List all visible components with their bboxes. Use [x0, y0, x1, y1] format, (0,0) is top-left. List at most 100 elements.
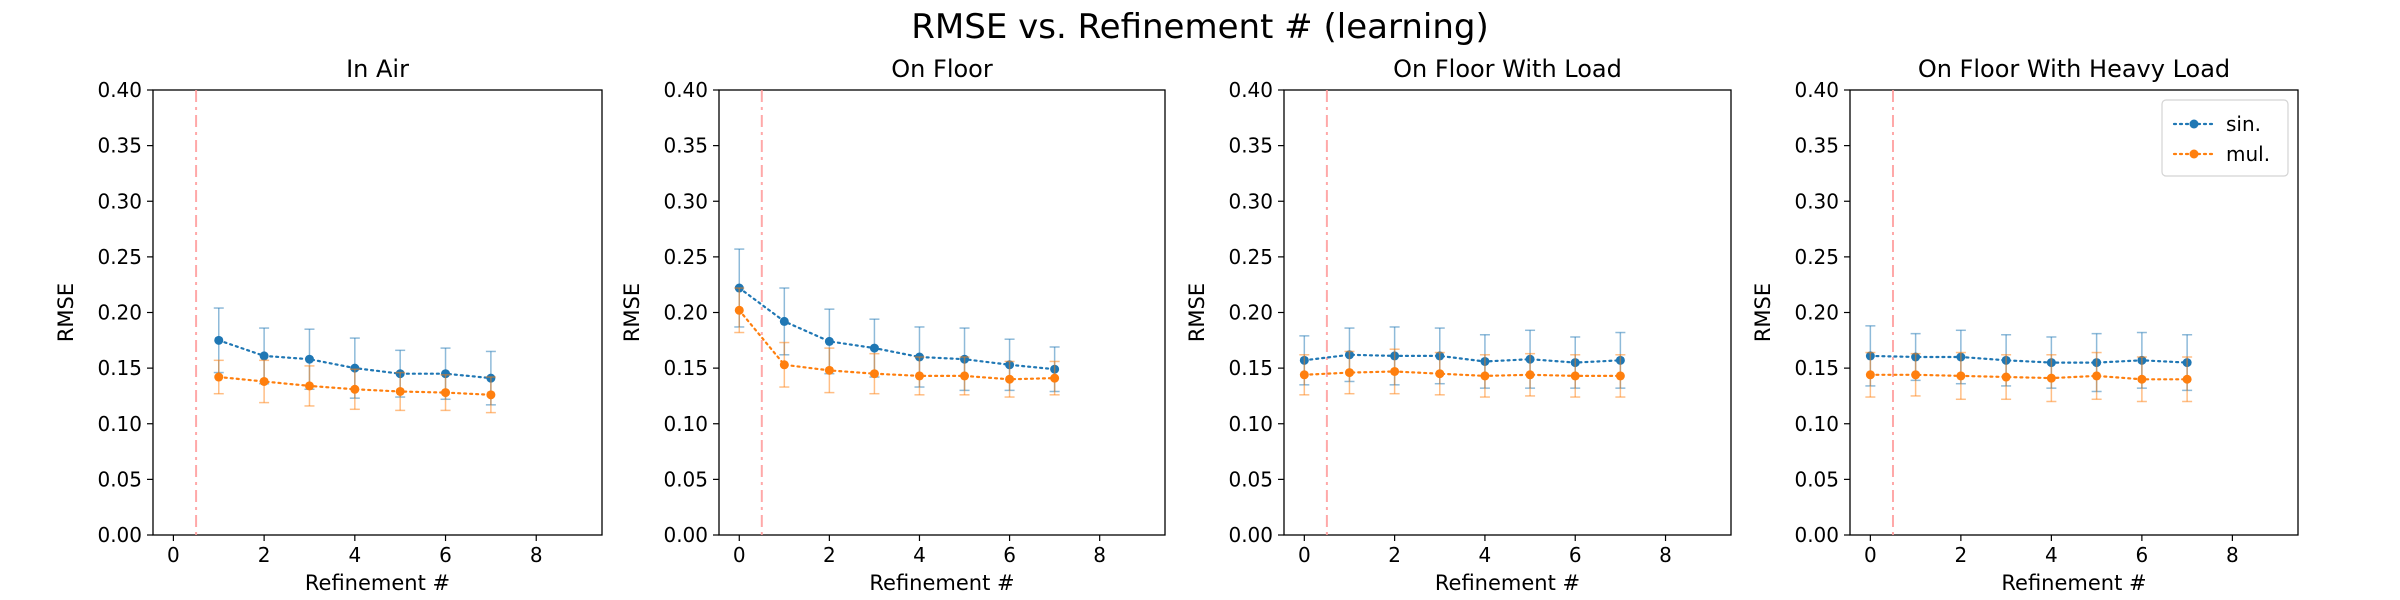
- y-tick-label: 0.00: [97, 523, 142, 547]
- data-point-sin: [779, 316, 789, 326]
- data-point-mul: [914, 371, 924, 381]
- y-tick-label: 0.35: [1228, 134, 1273, 158]
- x-tick-label: 4: [913, 543, 926, 567]
- data-point-mul: [1435, 369, 1445, 379]
- x-axis-label: Refinement #: [305, 571, 450, 595]
- data-point-mul: [1480, 371, 1490, 381]
- x-tick-label: 0: [1864, 543, 1877, 567]
- panel-title: On Floor With Load: [1393, 55, 1622, 83]
- y-tick-label: 0.35: [1794, 134, 1839, 158]
- data-point-mul: [1344, 368, 1354, 378]
- data-point-sin: [259, 351, 269, 361]
- y-tick-label: 0.05: [663, 467, 708, 491]
- data-point-mul: [214, 372, 224, 382]
- data-point-mul: [2182, 374, 2192, 384]
- x-tick-label: 6: [1003, 543, 1016, 567]
- x-tick-label: 8: [2226, 543, 2239, 567]
- y-tick-label: 0.25: [1794, 245, 1839, 269]
- y-tick-label: 0.05: [1228, 467, 1273, 491]
- data-point-mul: [441, 388, 451, 398]
- y-axis-label: RMSE: [620, 283, 644, 342]
- legend-label-mul: mul.: [2226, 142, 2270, 166]
- axes-frame: [718, 89, 1166, 536]
- y-tick-label: 0.00: [1228, 523, 1273, 547]
- y-axis-label: RMSE: [1185, 283, 1209, 342]
- y-tick-label: 0.25: [1228, 245, 1273, 269]
- x-tick-label: 6: [1569, 543, 1582, 567]
- x-tick-label: 8: [1093, 543, 1106, 567]
- x-tick-label: 8: [530, 543, 543, 567]
- x-axis-label: Refinement #: [2001, 571, 2146, 595]
- data-point-mul: [1865, 370, 1875, 380]
- axes-frame: [1283, 89, 1732, 536]
- y-tick-label: 0.20: [1794, 301, 1839, 325]
- y-tick-label: 0.10: [663, 412, 708, 436]
- x-tick-label: 2: [823, 543, 836, 567]
- y-tick-label: 0.35: [97, 134, 142, 158]
- x-tick-label: 0: [1298, 543, 1311, 567]
- y-tick-label: 0.30: [97, 189, 142, 213]
- y-tick-label: 0.10: [97, 412, 142, 436]
- data-point-mul: [2046, 373, 2056, 383]
- y-tick-label: 0.05: [1794, 467, 1839, 491]
- data-point-sin: [869, 343, 879, 353]
- series-line-mul: [1869, 373, 2189, 381]
- x-tick-label: 6: [439, 543, 452, 567]
- data-point-mul: [1570, 371, 1580, 381]
- y-tick-label: 0.20: [97, 301, 142, 325]
- y-tick-label: 0.40: [97, 78, 142, 102]
- data-point-sin: [350, 363, 360, 373]
- y-tick-label: 0.40: [663, 78, 708, 102]
- series-line-mul: [738, 309, 1056, 381]
- y-axis-label: RMSE: [1751, 283, 1775, 342]
- y-tick-label: 0.40: [1794, 78, 1839, 102]
- panel-title: On Floor With Heavy Load: [1918, 55, 2230, 83]
- figure-title: RMSE vs. Refinement # (learning): [911, 7, 1488, 47]
- series-line-sin: [1869, 354, 2189, 364]
- data-point-mul: [869, 369, 879, 379]
- y-tick-label: 0.30: [1228, 189, 1273, 213]
- data-point-mul: [1525, 370, 1535, 380]
- panel-title: On Floor: [891, 55, 993, 83]
- y-tick-label: 0.10: [1228, 412, 1273, 436]
- data-point-mul: [824, 365, 834, 375]
- x-axis-label: Refinement #: [1435, 571, 1580, 595]
- y-tick-label: 0.20: [663, 301, 708, 325]
- legend-marker-mul: [2189, 149, 2199, 159]
- y-tick-label: 0.25: [663, 245, 708, 269]
- x-tick-label: 2: [1955, 543, 1968, 567]
- y-tick-label: 0.25: [97, 245, 142, 269]
- y-tick-label: 0.15: [1794, 356, 1839, 380]
- data-point-mul: [1956, 371, 1966, 381]
- series-line-sin: [1303, 353, 1622, 364]
- data-point-mul: [1299, 370, 1309, 380]
- data-point-mul: [1390, 366, 1400, 376]
- y-tick-label: 0.30: [1794, 189, 1839, 213]
- legend-label-sin: sin.: [2226, 112, 2261, 136]
- data-point-mul: [779, 360, 789, 370]
- y-tick-label: 0.10: [1794, 412, 1839, 436]
- series-line-sin: [738, 286, 1056, 371]
- y-tick-label: 0.00: [663, 523, 708, 547]
- x-tick-label: 4: [348, 543, 361, 567]
- data-point-mul: [2001, 372, 2011, 382]
- y-axis-label: RMSE: [54, 283, 78, 342]
- x-axis-label: Refinement #: [869, 571, 1014, 595]
- data-point-mul: [486, 390, 496, 400]
- x-tick-label: 2: [258, 543, 271, 567]
- legend-marker-sin: [2189, 119, 2199, 129]
- y-tick-label: 0.30: [663, 189, 708, 213]
- x-tick-label: 0: [167, 543, 180, 567]
- x-tick-label: 4: [1479, 543, 1492, 567]
- data-point-sin: [824, 336, 834, 346]
- y-tick-label: 0.15: [663, 356, 708, 380]
- x-tick-label: 2: [1388, 543, 1401, 567]
- data-point-mul: [304, 381, 314, 391]
- data-point-mul: [1050, 373, 1060, 383]
- y-tick-label: 0.40: [1228, 78, 1273, 102]
- y-tick-label: 0.35: [663, 134, 708, 158]
- y-tick-label: 0.20: [1228, 301, 1273, 325]
- data-point-mul: [734, 305, 744, 315]
- panel-title: In Air: [346, 55, 409, 83]
